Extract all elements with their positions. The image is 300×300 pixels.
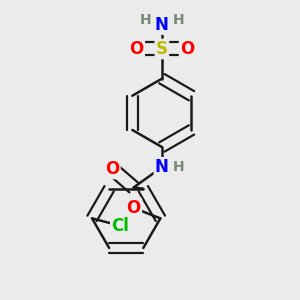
Text: H: H bbox=[172, 13, 184, 27]
Text: O: O bbox=[180, 40, 194, 58]
Text: H: H bbox=[140, 13, 152, 27]
Text: O: O bbox=[130, 40, 144, 58]
Text: H: H bbox=[172, 160, 184, 174]
Text: S: S bbox=[156, 40, 168, 58]
Text: Cl: Cl bbox=[111, 217, 129, 235]
Text: O: O bbox=[127, 199, 141, 217]
Text: N: N bbox=[155, 158, 169, 176]
Text: N: N bbox=[155, 16, 169, 34]
Text: O: O bbox=[105, 160, 119, 178]
